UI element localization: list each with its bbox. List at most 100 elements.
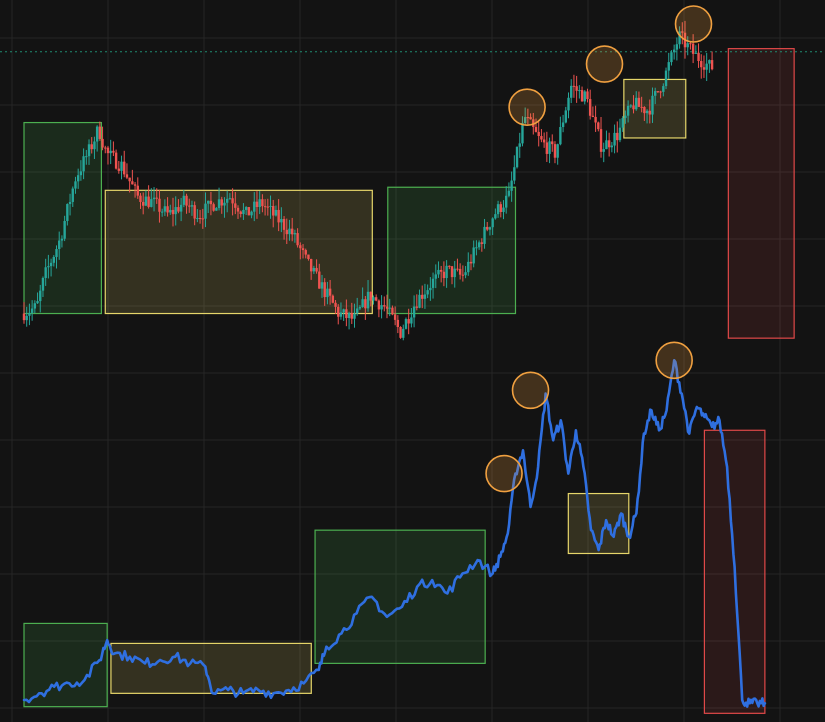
candle-bearish: [136, 185, 139, 196]
candle-bullish: [85, 156, 88, 158]
candle-bullish: [578, 90, 581, 92]
candle-bullish: [217, 199, 221, 209]
candle-bearish: [90, 144, 93, 150]
candle-bullish: [453, 268, 456, 278]
candle-bearish: [304, 250, 307, 255]
candle-bearish: [632, 105, 635, 110]
candle-bearish: [529, 117, 532, 120]
candle-bullish: [559, 127, 562, 145]
candle-bullish: [418, 294, 421, 308]
candle-bearish: [285, 229, 288, 235]
candle-bullish: [464, 272, 467, 276]
candle-bullish: [169, 209, 172, 213]
candle-bullish: [618, 127, 622, 141]
candle-bullish: [150, 199, 153, 207]
candle-bullish: [496, 204, 500, 215]
candle-bearish: [439, 269, 443, 272]
candle-bullish: [163, 206, 167, 212]
candle-bullish: [429, 287, 432, 291]
candle-bearish: [166, 206, 169, 213]
candle-bullish: [629, 105, 633, 107]
candle-bullish: [610, 145, 614, 148]
candle-bullish: [705, 63, 708, 70]
candle-bullish: [190, 205, 194, 207]
candle-bearish: [540, 136, 543, 140]
green-zone-accumulation: [387, 186, 517, 315]
candle-bearish: [318, 271, 321, 289]
candle-bullish: [250, 211, 253, 216]
candle-bullish: [174, 207, 177, 215]
candle-bullish: [58, 240, 61, 250]
candle-bullish: [602, 149, 605, 152]
candle-bearish: [591, 115, 595, 117]
peak-marker: [485, 454, 523, 493]
candle-bearish: [599, 129, 603, 152]
candle-bullish: [621, 118, 624, 128]
peak-marker: [674, 5, 713, 43]
candle-bearish: [681, 31, 684, 33]
candle-bullish: [207, 200, 210, 204]
candle-bearish: [415, 306, 419, 308]
candle-bearish: [117, 168, 121, 171]
candle-bullish: [507, 190, 511, 196]
candle-bearish: [385, 306, 389, 309]
peak-marker: [585, 45, 624, 83]
candle-bullish: [93, 141, 96, 150]
candle-bearish: [331, 295, 335, 303]
candle-bearish: [537, 131, 540, 137]
candle-bullish: [483, 226, 486, 244]
candle-bearish: [640, 106, 643, 108]
peak-marker: [508, 88, 546, 126]
candle-bearish: [369, 291, 372, 301]
candle-bullish: [358, 307, 362, 309]
candle-bearish: [575, 86, 578, 91]
candle-bearish: [236, 207, 240, 212]
candle-bullish: [274, 209, 278, 216]
candle-bearish: [659, 91, 662, 93]
candle-bullish: [434, 274, 437, 279]
candle-bearish: [323, 282, 326, 298]
candle-bullish: [225, 198, 229, 203]
candle-bearish: [155, 197, 158, 199]
candle-bullish: [312, 267, 316, 272]
candle-bearish: [128, 177, 131, 182]
candle-bullish: [179, 204, 183, 212]
candle-bearish: [648, 110, 651, 115]
candle-bearish: [616, 132, 619, 141]
candle-bullish: [388, 307, 391, 309]
candle-bullish: [664, 70, 668, 87]
candle-bullish: [556, 144, 559, 158]
candle-bearish: [177, 207, 180, 212]
candle-bearish: [542, 139, 546, 143]
candle-bearish: [637, 97, 641, 107]
candle-bullish: [152, 197, 156, 200]
price-line: [22, 359, 767, 708]
candle-bullish: [361, 299, 364, 308]
candle-bullish: [404, 319, 408, 329]
candle-bearish: [461, 274, 465, 276]
candle-bullish: [672, 49, 676, 53]
candle-bearish: [534, 126, 538, 132]
candle-bearish: [171, 209, 175, 215]
candle-bullish: [513, 167, 516, 181]
candle-bearish: [131, 181, 134, 185]
candle-bullish: [76, 175, 80, 182]
candle-bearish: [231, 198, 234, 204]
candle-bearish: [296, 233, 299, 246]
candle-bullish: [182, 195, 186, 205]
candle-bullish: [253, 201, 256, 212]
candle-bearish: [594, 116, 597, 123]
candle-bearish: [198, 217, 202, 219]
candle-bearish: [442, 271, 446, 279]
candle-bullish: [708, 60, 711, 64]
candle-bearish: [689, 43, 692, 45]
candle-bearish: [104, 147, 107, 149]
candle-bearish: [532, 119, 535, 127]
green-zone-accumulation: [23, 622, 108, 708]
candle-bearish: [393, 314, 397, 320]
candle-bearish: [391, 307, 394, 315]
candle-bearish: [364, 299, 367, 309]
candle-bearish: [586, 91, 589, 100]
candle-bearish: [588, 99, 592, 116]
candle-bearish: [255, 201, 259, 208]
